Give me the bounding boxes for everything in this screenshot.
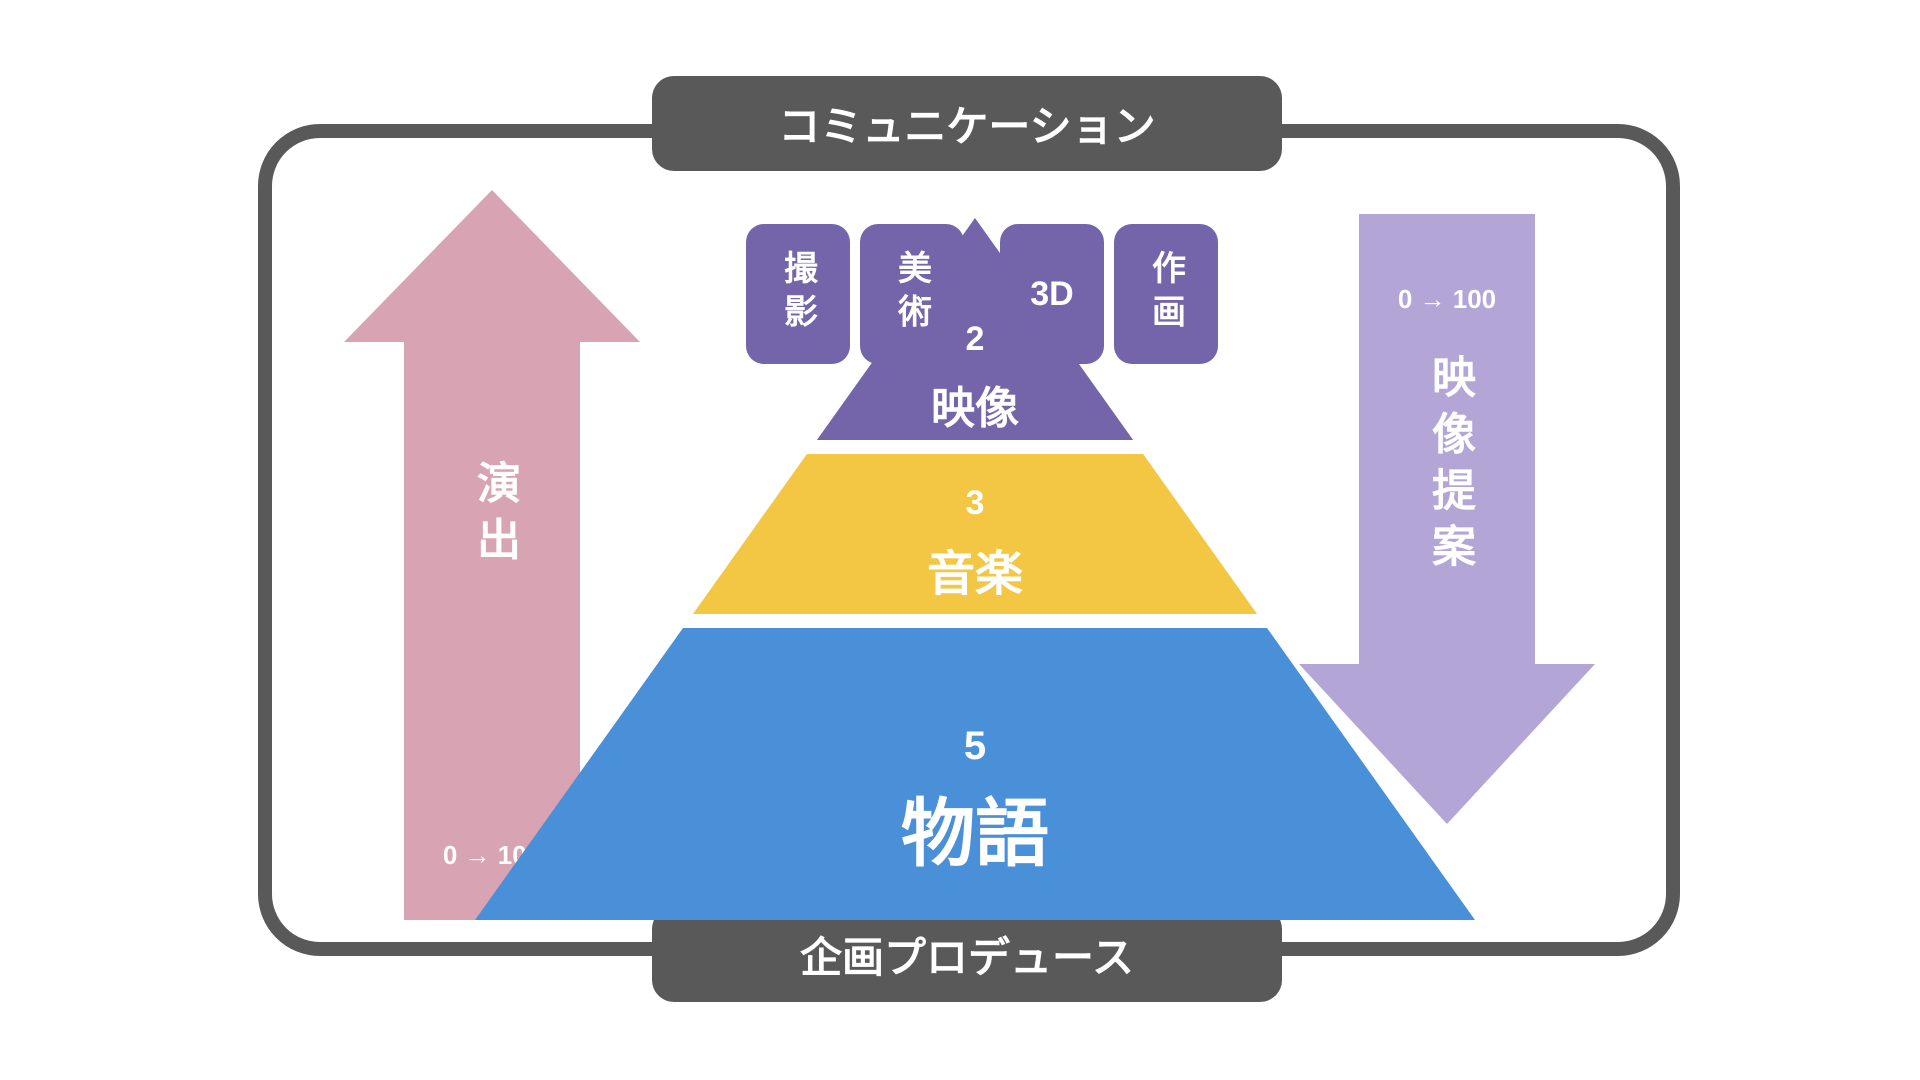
top-card-label: 3D: [1030, 275, 1073, 314]
top-card-label: 撮影: [774, 250, 823, 337]
top-card-3d: 3D: [1000, 224, 1104, 364]
top-card-label: 美術: [888, 250, 937, 337]
pyramid-top-label: 映像: [675, 372, 1275, 436]
top-card-art: 美術: [860, 224, 964, 364]
top-card-label: 作画: [1142, 250, 1191, 337]
top-card-drawing: 作画: [1114, 224, 1218, 364]
pyramid-bottom-number: 5: [675, 724, 1275, 769]
pyramid-middle-label: 音楽: [675, 534, 1275, 604]
diagram-stage: コミュニケーション 企画プロデュース 演出 0 → 100 0 → 100 映像…: [0, 0, 1920, 1080]
pyramid-bottom-label: 物語: [675, 774, 1275, 881]
top-card-shooting: 撮影: [746, 224, 850, 364]
pyramid-middle-number: 3: [675, 484, 1275, 523]
